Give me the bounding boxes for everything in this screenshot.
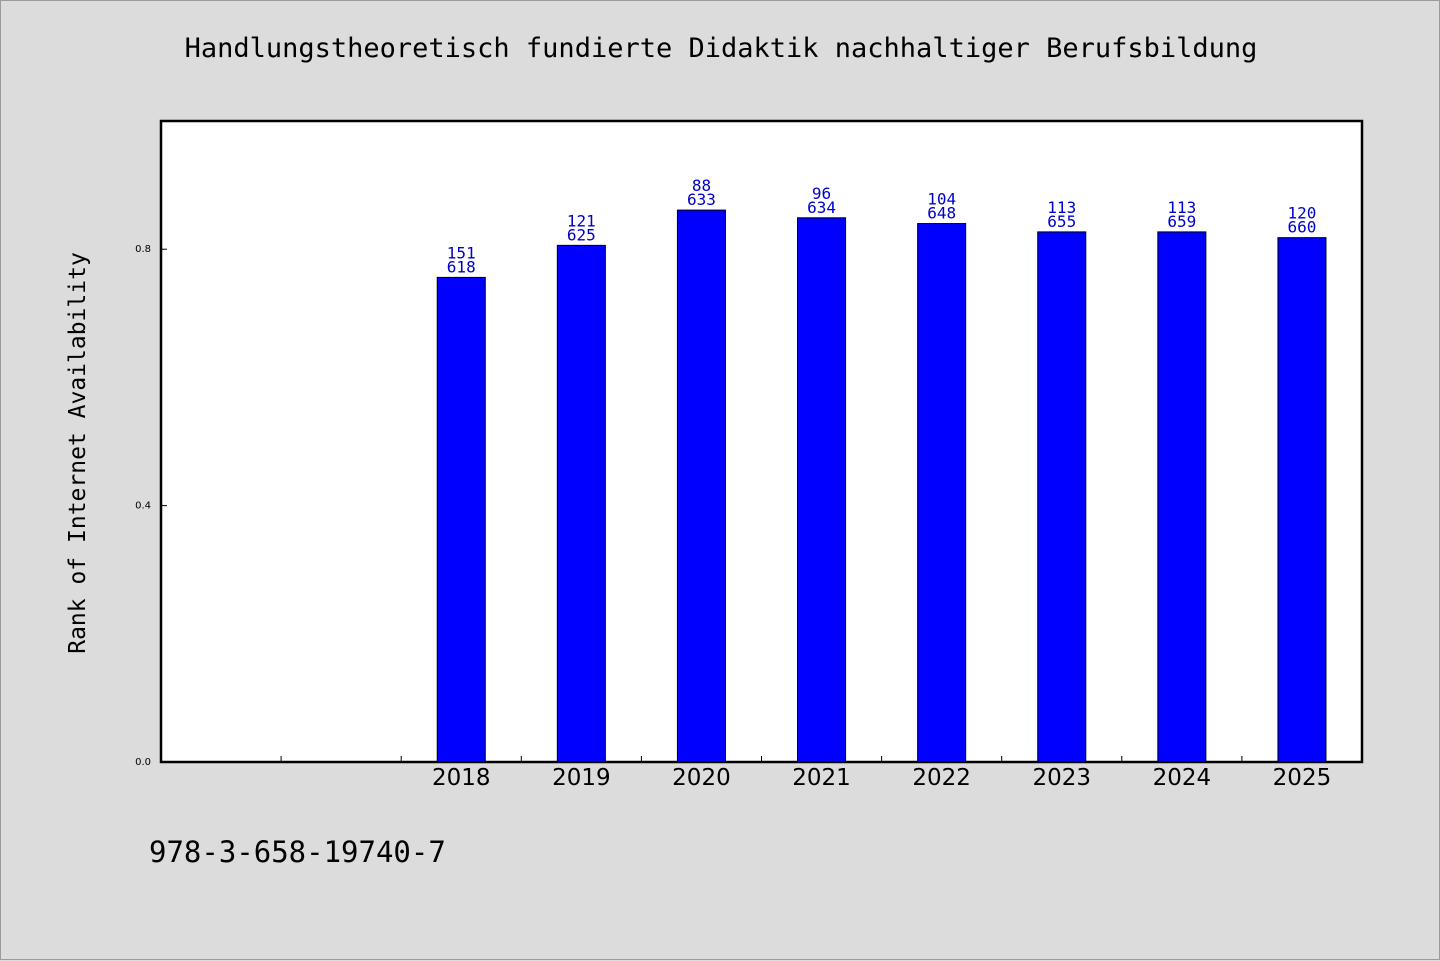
- x-tick-label: 2019: [552, 765, 611, 791]
- data-label-rank: 113: [1047, 198, 1076, 217]
- x-tick-label: 2022: [912, 765, 971, 791]
- data-label-count: 648: [927, 204, 956, 223]
- bar-2021: [797, 217, 847, 763]
- data-label-count: 659: [1167, 212, 1196, 231]
- data-label-rank: 104: [927, 190, 956, 209]
- bar-2022: [917, 223, 967, 763]
- data-label-rank: 113: [1167, 198, 1196, 217]
- data-label-count: 633: [687, 190, 716, 209]
- data-label-count: 660: [1287, 218, 1316, 237]
- x-tick-label: 2025: [1273, 765, 1332, 791]
- bar-2025: [1277, 237, 1327, 763]
- x-tick-label: 2020: [672, 765, 731, 791]
- x-axis: 2018 2019 2020 2021 2022 2023 2024 2025: [280, 756, 1332, 791]
- data-label-rank: 96: [812, 184, 831, 203]
- bar-2023: [1037, 231, 1087, 763]
- y-tick-label: 0.8: [135, 244, 151, 255]
- y-axis-label: Rank of Internet Availability: [65, 252, 91, 654]
- data-label-rank: 121: [567, 211, 596, 230]
- y-axis: 0.0 0.4 0.8: [135, 244, 167, 768]
- data-label-count: 655: [1047, 212, 1076, 231]
- bar-2024: [1157, 231, 1207, 763]
- bar-2018: [436, 276, 486, 763]
- y-tick-label: 0.4: [135, 501, 151, 512]
- data-label-rank: 151: [447, 243, 476, 262]
- data-label-rank: 88: [692, 176, 711, 195]
- chart-title: Handlungstheoretisch fundierte Didaktik …: [184, 33, 1258, 64]
- data-label-count: 618: [447, 257, 476, 276]
- x-tick-label: 2024: [1153, 765, 1212, 791]
- isbn-text: 978-3-658-19740-7: [149, 835, 446, 869]
- data-label-rank: 120: [1287, 204, 1316, 223]
- bar-2019: [556, 244, 606, 763]
- bar-2020: [676, 209, 726, 763]
- data-label-count: 625: [567, 225, 596, 244]
- x-tick-label: 2021: [792, 765, 851, 791]
- y-tick-label: 0.0: [135, 757, 151, 768]
- x-tick-label: 2018: [432, 765, 491, 791]
- data-label-count: 634: [807, 198, 836, 217]
- x-tick-label: 2023: [1032, 765, 1091, 791]
